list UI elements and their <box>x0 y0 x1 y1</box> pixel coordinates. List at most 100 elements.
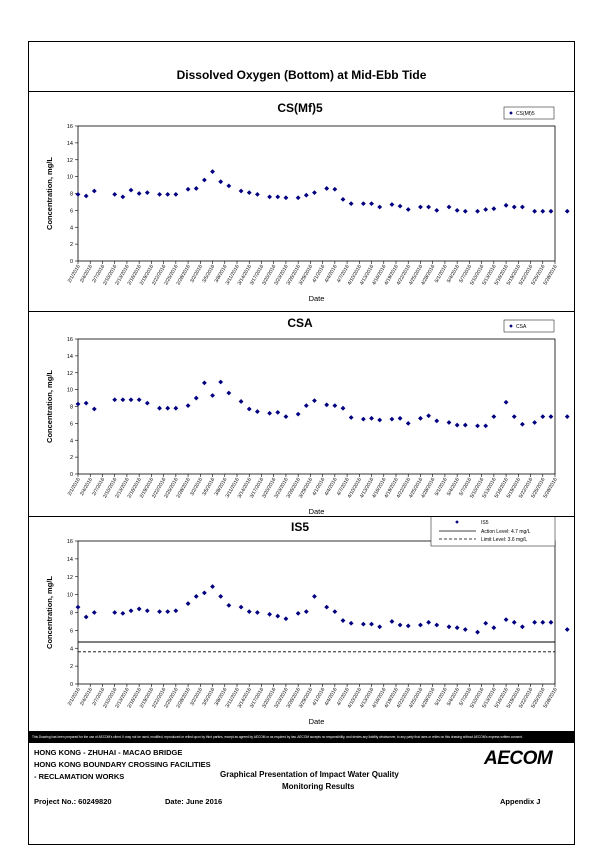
x-axis-label: Date <box>309 717 325 726</box>
data-point <box>418 204 423 210</box>
data-point <box>193 395 199 401</box>
data-point <box>201 380 207 386</box>
y-tick-label: 16 <box>67 539 73 545</box>
y-tick-label: 10 <box>67 388 73 394</box>
data-point <box>312 594 317 599</box>
chart-panel-2: CSA 0 2 4 6 8 10 12 14 16 2/1/2016 2/4/2016 2/7/2016… <box>28 311 575 516</box>
data-point <box>91 610 97 615</box>
data-point <box>483 620 489 626</box>
data-point <box>210 169 215 174</box>
data-point <box>246 406 252 412</box>
project-number: Project No.: 60249820 <box>34 797 112 806</box>
legend-box <box>430 517 556 547</box>
data-point <box>397 622 403 628</box>
y-tick-label: 2 <box>70 242 73 248</box>
data-point <box>173 191 179 197</box>
data-point <box>157 405 162 411</box>
data-point <box>267 611 273 617</box>
y-tick-label: 6 <box>70 628 73 634</box>
footer-line-3: - RECLAMATION WORKS <box>34 772 125 781</box>
data-point <box>210 584 215 589</box>
legend-marker <box>509 324 513 328</box>
data-point <box>454 207 460 213</box>
data-point <box>475 423 480 429</box>
data-point <box>454 625 460 631</box>
data-point <box>173 405 179 411</box>
data-point <box>532 208 538 214</box>
y-tick-label: 0 <box>70 682 73 688</box>
data-point <box>267 194 273 200</box>
data-point <box>389 619 395 624</box>
data-point <box>210 393 215 398</box>
data-point <box>503 399 509 405</box>
chart-panel-3: IS5 0 2 4 6 8 10 12 14 16 2/1/2016 2/4/2016 2/7/2016… <box>28 516 575 731</box>
data-point <box>295 610 301 616</box>
data-point <box>120 397 126 403</box>
data-point <box>532 619 538 625</box>
data-point <box>389 416 395 422</box>
y-tick-label: 6 <box>70 421 73 427</box>
data-point <box>75 191 81 197</box>
aecom-logo: AECOM <box>484 748 553 769</box>
chart-panel-1: CS(Mf)5 0 2 4 6 8 10 12 14 16 2/1/2016 2/4/2016 2/7/… <box>28 91 575 311</box>
data-point <box>238 604 244 610</box>
data-point <box>446 624 452 630</box>
data-point <box>254 191 260 197</box>
y-tick-label: 16 <box>67 337 73 343</box>
chart-title: CS(Mf)5 <box>277 101 323 115</box>
chart-is5: IS502468101214162/1/20162/4/20162/7/2016… <box>45 517 570 726</box>
data-point <box>218 179 224 185</box>
data-point <box>418 415 423 421</box>
data-point <box>377 624 383 630</box>
data-point <box>511 414 517 420</box>
data-point <box>112 610 118 615</box>
data-point <box>275 613 281 619</box>
data-point <box>462 422 468 428</box>
y-tick-label: 10 <box>67 175 73 181</box>
data-point <box>83 400 89 406</box>
data-point <box>218 594 224 599</box>
data-point <box>238 188 244 194</box>
data-point <box>434 418 440 424</box>
data-point <box>511 619 517 625</box>
data-point <box>377 204 383 210</box>
y-axis-label: Concentration, mg/L <box>45 157 54 230</box>
data-point <box>332 186 338 192</box>
data-point <box>491 206 497 212</box>
data-point <box>491 414 497 420</box>
footer-heading-2: Monitoring Results <box>282 782 355 791</box>
data-point <box>144 400 150 406</box>
data-point <box>564 208 570 214</box>
data-point <box>283 195 289 201</box>
data-point <box>91 406 97 412</box>
y-tick-label: 0 <box>70 472 73 478</box>
data-point <box>397 415 403 421</box>
data-point <box>503 202 509 208</box>
y-tick-label: 12 <box>67 575 73 581</box>
appendix-label: Appendix J <box>500 797 541 806</box>
data-point <box>312 398 317 403</box>
data-point <box>295 411 301 417</box>
data-point <box>303 192 309 198</box>
y-tick-label: 12 <box>67 371 73 377</box>
y-axis-label: Concentration, mg/L <box>45 576 54 649</box>
data-point <box>446 204 452 210</box>
data-point <box>246 190 252 196</box>
data-point <box>136 397 142 403</box>
data-point <box>540 208 546 214</box>
legend-marker <box>509 111 513 115</box>
data-point <box>226 183 232 189</box>
data-point <box>165 191 171 197</box>
data-point <box>254 610 260 615</box>
data-point <box>340 197 346 202</box>
data-point <box>91 188 97 194</box>
data-point <box>112 397 118 403</box>
data-point <box>564 414 570 420</box>
plot-area <box>77 125 556 262</box>
data-point <box>332 609 338 615</box>
y-tick-label: 10 <box>67 593 73 599</box>
data-point <box>283 616 289 622</box>
data-point <box>446 420 452 425</box>
data-point <box>519 204 525 210</box>
data-point <box>75 604 81 610</box>
